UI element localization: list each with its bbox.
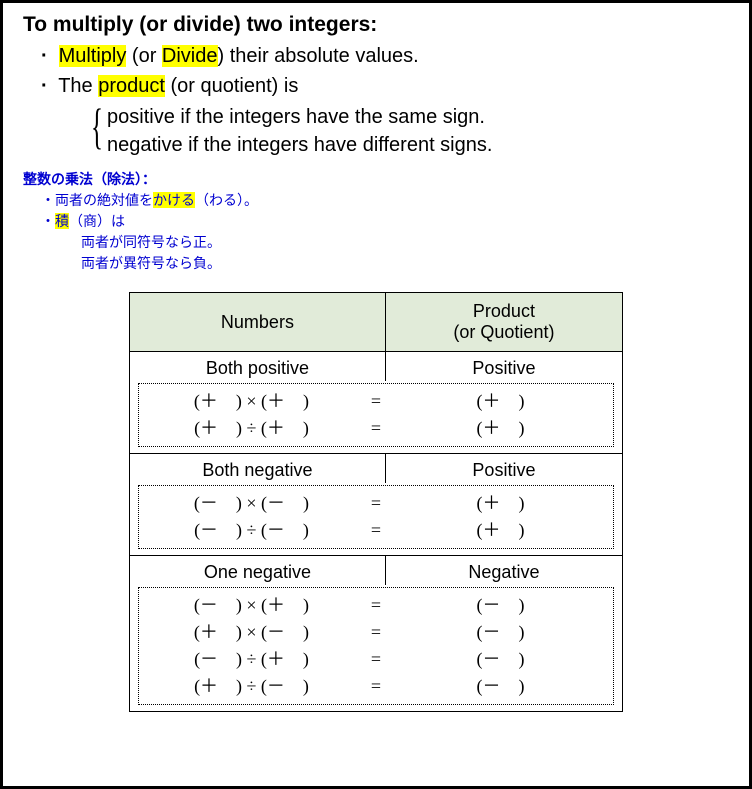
jp1-highlight: かける (153, 192, 195, 208)
bullet-icon: · (41, 71, 53, 101)
jp1-prefix: 両者の絶対値を (55, 192, 153, 208)
formula-lhs: (－ ) × (＋ ) (＋ ) × (－ ) (－ ) ÷ (＋ ) (＋ )… (139, 592, 364, 700)
rule-2: · The product (or quotient) is (41, 71, 729, 101)
jp-rule-1: ・両者の絶対値をかける（わる）。 (41, 190, 729, 211)
jp-sub-2: 両者が異符号なら負。 (81, 253, 729, 274)
bullet-icon: ・ (41, 192, 55, 208)
section-label-right: Positive (385, 352, 622, 382)
page-container: To multiply (or divide) two integers: · … (0, 0, 752, 789)
section-label-left: One negative (130, 556, 386, 586)
table-row: (＋ ) × (＋ ) (＋ ) ÷ (＋ ) = = (＋ ) (＋ ) (130, 381, 623, 454)
rule2-highlight: product (98, 75, 165, 97)
equals-icon: = = = = (364, 592, 388, 700)
formula-lhs: (－ ) × (－ ) (－ ) ÷ (－ ) (139, 490, 364, 544)
equals-icon: = = (364, 388, 388, 442)
rule1-mid: (or (126, 45, 162, 67)
jp1-suffix: （わる）。 (195, 192, 258, 208)
section-label-left: Both negative (130, 454, 386, 484)
table-row: Both negative Positive (130, 454, 623, 484)
brace-content: positive if the integers have the same s… (107, 101, 492, 159)
table-row: (－ ) × (－ ) (－ ) ÷ (－ ) = = (＋ ) (＋ ) (130, 483, 623, 556)
formula-rhs: (＋ ) (＋ ) (388, 388, 613, 442)
japanese-block: 整数の乗法（除法）： ・両者の絶対値をかける（わる）。 ・積（商）は 両者が同符… (23, 169, 729, 274)
rule2-suffix: (or quotient) is (165, 75, 298, 97)
main-title: To multiply (or divide) two integers: (23, 13, 729, 37)
rule-1: · Multiply (or Divide) their absolute va… (41, 41, 729, 71)
formula-lhs: (＋ ) × (＋ ) (＋ ) ÷ (＋ ) (139, 388, 364, 442)
jp2-highlight: 積 (55, 213, 69, 229)
left-brace-icon: { (91, 101, 103, 159)
jp-title: 整数の乗法（除法）： (23, 169, 729, 190)
rule2-prefix: The (58, 75, 98, 97)
brace-group: { positive if the integers have the same… (85, 101, 729, 159)
section-label-left: Both positive (130, 352, 386, 382)
header-product-l1: Product (473, 301, 535, 321)
header-product: Product (or Quotient) (385, 293, 622, 352)
sign-table-container: Numbers Product (or Quotient) Both posit… (129, 292, 623, 712)
jp2-suffix: （商）は (69, 213, 125, 229)
formula-box: (＋ ) × (＋ ) (＋ ) ÷ (＋ ) = = (＋ ) (＋ ) (138, 383, 614, 447)
bullet-icon: ・ (41, 213, 55, 229)
jp-sub-1: 両者が同符号なら正。 (81, 232, 729, 253)
header-numbers: Numbers (130, 293, 386, 352)
equals-icon: = = (364, 490, 388, 544)
rule1-highlight-1: Multiply (59, 45, 127, 67)
formula-rhs: (－ ) (－ ) (－ ) (－ ) (388, 592, 613, 700)
brace-line-2: negative if the integers have different … (107, 131, 492, 159)
brace-line-1: positive if the integers have the same s… (107, 103, 492, 131)
section-label-right: Positive (385, 454, 622, 484)
table-row: (－ ) × (＋ ) (＋ ) × (－ ) (－ ) ÷ (＋ ) (＋ )… (130, 585, 623, 712)
header-product-l2: (or Quotient) (453, 322, 554, 342)
jp-rule-2: ・積（商）は (41, 211, 729, 232)
formula-box: (－ ) × (－ ) (－ ) ÷ (－ ) = = (＋ ) (＋ ) (138, 485, 614, 549)
section-label-right: Negative (385, 556, 622, 586)
table-row: Both positive Positive (130, 352, 623, 382)
rule1-highlight-2: Divide (162, 45, 218, 67)
table-header-row: Numbers Product (or Quotient) (130, 293, 623, 352)
table-row: One negative Negative (130, 556, 623, 586)
sign-table: Numbers Product (or Quotient) Both posit… (129, 292, 623, 712)
formula-rhs: (＋ ) (＋ ) (388, 490, 613, 544)
formula-box: (－ ) × (＋ ) (＋ ) × (－ ) (－ ) ÷ (＋ ) (＋ )… (138, 587, 614, 705)
bullet-icon: · (41, 41, 53, 71)
rule1-suffix: ) their absolute values. (218, 45, 419, 67)
